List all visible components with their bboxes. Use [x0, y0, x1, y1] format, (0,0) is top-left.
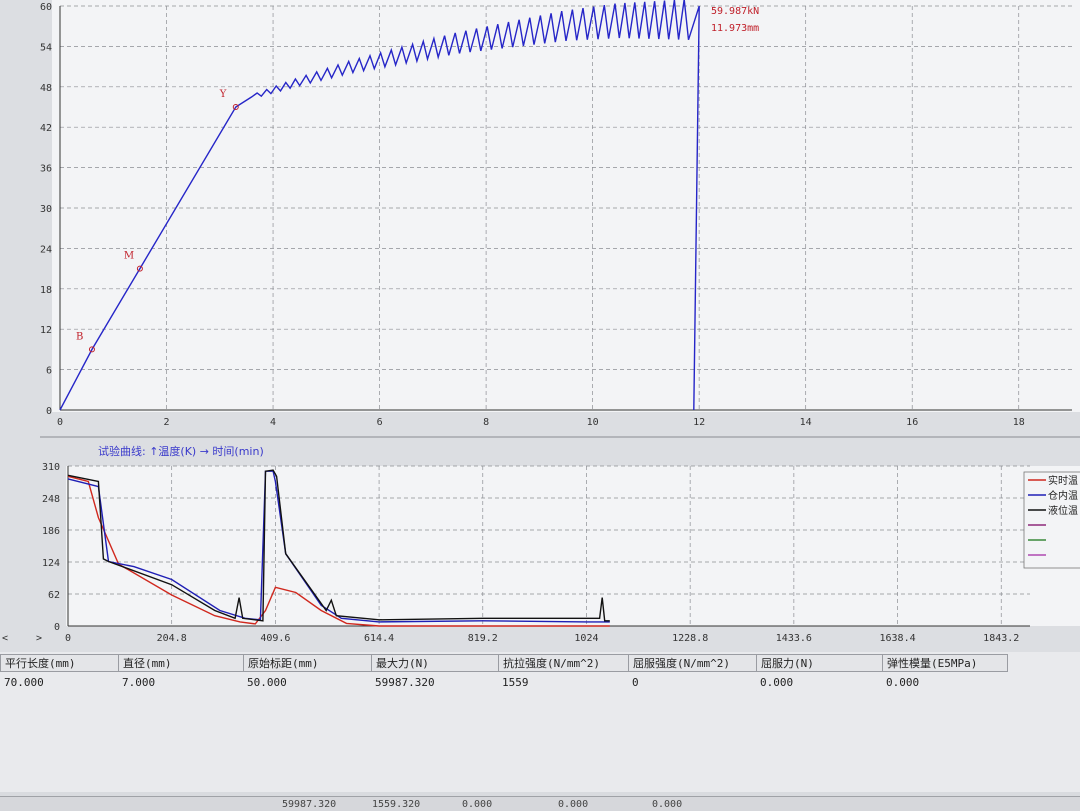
- value-elastic-modulus: 0.000: [886, 676, 920, 689]
- results-header-row: 平行长度(mm) 直径(mm) 原始标距(mm) 最大力(N) 抗拉强度(N/m…: [0, 654, 1080, 672]
- y-tick-label: 124: [42, 558, 60, 569]
- series-layer: [67, 469, 610, 627]
- header-original-gauge: 原始标距(mm): [243, 654, 371, 672]
- y-tick-label: 12: [40, 325, 52, 336]
- value-max-force: 59987.320: [375, 676, 435, 689]
- y-tick-label: 60: [40, 2, 52, 13]
- header-yield-force: 屈服力(N): [756, 654, 882, 672]
- series-layer: [59, 0, 700, 411]
- x-tick-label: 614.4: [364, 633, 394, 644]
- point-marker: [232, 104, 239, 110]
- x-tick-label: 16: [906, 417, 918, 428]
- x-tick-label: 2: [164, 417, 170, 428]
- y-tick-label: 0: [46, 406, 52, 417]
- x-tick-label: 1228.8: [672, 633, 708, 644]
- footer-value: 0.000: [652, 799, 683, 810]
- x-tick-label: 819.2: [468, 633, 498, 644]
- header-parallel-length: 平行长度(mm): [0, 654, 118, 672]
- value-yield-force: 0.000: [760, 676, 794, 689]
- legend-label: 实时温: [1048, 474, 1078, 487]
- axes: 0 204.8 409.6 614.4 819.2 1024 1228.8 1433.6 163…: [42, 462, 1030, 644]
- y-tick-label: 62: [48, 590, 60, 601]
- value-tensile-strength: 1559: [502, 676, 529, 689]
- y-tick-label: 186: [42, 526, 60, 537]
- x-tick-label: 1433.6: [776, 633, 812, 644]
- y-tick-label: 24: [40, 244, 52, 255]
- status-footer: 59987.320 1559.320 0.000 0.000 0.000: [0, 796, 1080, 811]
- results-table: 平行长度(mm) 直径(mm) 原始标距(mm) 最大力(N) 抗拉强度(N/m…: [0, 652, 1080, 792]
- x-tick-label: 8: [483, 417, 489, 428]
- x-tick-label: 4: [270, 417, 276, 428]
- y-tick-label: 54: [40, 42, 52, 53]
- y-tick-label: 36: [40, 164, 52, 175]
- footer-value: 0.000: [558, 799, 589, 810]
- x-tick-label: 409.6: [260, 633, 290, 644]
- x-tick-label: 1024: [574, 633, 598, 644]
- header-max-force: 最大力(N): [371, 654, 498, 672]
- point-marker: [88, 346, 95, 353]
- value-parallel-length: 70.000: [4, 676, 44, 689]
- value-diameter: 7.000: [122, 676, 156, 689]
- series-line-3: [67, 469, 610, 622]
- legend-label: 仓内温: [1048, 489, 1078, 502]
- point-marker-label: Y: [219, 89, 227, 100]
- series-line-1: [59, 0, 700, 411]
- grid: [59, 5, 1072, 411]
- x-tick-label: 1843.2: [983, 633, 1019, 644]
- y-tick-label: 310: [42, 462, 60, 473]
- series-line-1: [67, 475, 610, 627]
- chart-title: 试验曲线: ↑温度(K) → 时间(min): [98, 444, 264, 458]
- footer-value: 0.000: [462, 799, 493, 810]
- x-tick-label: 10: [587, 417, 599, 428]
- y-tick-label: 18: [40, 285, 52, 296]
- header-diameter: 直径(mm): [118, 654, 243, 672]
- x-tick-label: 18: [1013, 417, 1025, 428]
- y-tick-label: 0: [54, 622, 60, 633]
- temperature-time-chart: 试验曲线: ↑温度(K) → 时间(min) 0 204.8 409.6 614.4 8…: [0, 436, 1080, 652]
- x-tick-label: 204.8: [157, 633, 187, 644]
- scroll-right-arrow[interactable]: >: [36, 633, 42, 644]
- header-elastic-modulus: 弹性模量(E5MPa): [882, 654, 1008, 672]
- footer-value: 59987.320: [282, 799, 337, 810]
- legend-label: 液位温: [1048, 504, 1078, 517]
- plot-area: [66, 466, 1080, 626]
- x-tick-label: 0: [65, 633, 71, 644]
- max-force-annotation: 59.987kN: [711, 6, 759, 17]
- y-tick-label: 48: [40, 83, 52, 94]
- plot-area: [52, 0, 1080, 412]
- point-marker: [136, 265, 143, 272]
- x-tick-label: 12: [693, 417, 705, 428]
- x-tick-label: 0: [57, 417, 63, 428]
- x-tick-label: 14: [800, 417, 812, 428]
- max-displacement-annotation: 11.973mm: [711, 23, 759, 34]
- point-markers: B M Y: [76, 89, 239, 353]
- value-original-gauge: 50.000: [247, 676, 287, 689]
- legend-box: [1023, 471, 1080, 569]
- results-value-row: 70.000 7.000 50.000 59987.320 1559 0 0.0…: [0, 674, 1080, 692]
- footer-value: 1559.320: [372, 799, 421, 810]
- header-yield-strength: 屈服强度(N/mm^2): [628, 654, 756, 672]
- point-marker-label: B: [76, 331, 83, 342]
- value-yield-strength: 0: [632, 676, 639, 689]
- scroll-left-arrow[interactable]: <: [2, 633, 8, 644]
- y-tick-label: 248: [42, 494, 60, 505]
- y-tick-label: 6: [46, 366, 52, 377]
- x-tick-label: 6: [377, 417, 383, 428]
- header-tensile-strength: 抗拉强度(N/mm^2): [498, 654, 628, 672]
- x-tick-label: 1638.4: [879, 633, 915, 644]
- y-tick-label: 42: [40, 123, 52, 134]
- y-tick-label: 30: [40, 204, 52, 215]
- point-marker-label: M: [124, 251, 134, 262]
